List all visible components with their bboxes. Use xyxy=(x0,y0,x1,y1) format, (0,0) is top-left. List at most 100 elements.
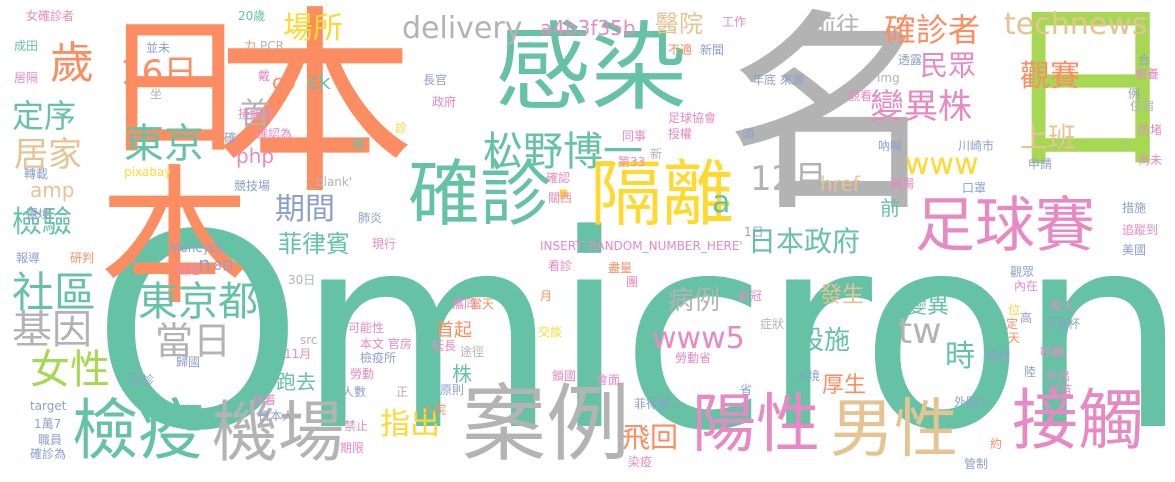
word-delivery: delivery xyxy=(402,11,523,46)
word-quezhenzhe: 確診者 xyxy=(884,11,981,49)
word-amp: amp xyxy=(30,178,75,202)
word-small: 新聞 xyxy=(700,43,725,57)
word-small: PCR xyxy=(260,39,284,53)
word-small: 正 xyxy=(396,385,409,399)
word-shouqi: 首起 xyxy=(436,320,472,341)
word-small: 人數 xyxy=(342,385,367,399)
word-dangri: 當日 xyxy=(155,319,232,363)
word-small: 30日 xyxy=(288,273,316,287)
word-ri: 日 xyxy=(1000,0,1175,194)
word-ming: 名 xyxy=(725,0,940,241)
word-small: 歸國 xyxy=(176,355,201,369)
word-small: 競技場 xyxy=(234,179,271,193)
word-small: 鎖國 xyxy=(552,369,577,383)
word-ben-big: 本 xyxy=(215,0,416,222)
word-small: 職場 xyxy=(890,177,915,191)
word-small: 症狀 xyxy=(760,317,785,331)
word-small: 勞動省 xyxy=(675,351,712,365)
word-small: _blank' xyxy=(310,175,353,189)
word-small: 途徑 xyxy=(460,345,485,359)
word-small: 管制 xyxy=(964,457,989,471)
word-changsuo: 場所 xyxy=(283,11,343,46)
word-www: www xyxy=(905,147,979,182)
word-dingxu: 定序 xyxy=(12,97,77,135)
word-sui: 歲 xyxy=(50,38,94,89)
word-dongjingdu: 東京都 xyxy=(138,279,258,325)
word-12yue: 12月 xyxy=(750,159,828,199)
word-small: MoneyDJ xyxy=(170,241,223,255)
word-small: 研判 xyxy=(70,251,95,265)
word-small: img xyxy=(877,71,900,85)
word-small: 8日 xyxy=(214,259,234,273)
word-small: 11月 xyxy=(284,347,312,361)
word-zhichu: 指出 xyxy=(380,407,440,442)
word-small: 政府 xyxy=(432,95,457,109)
word-small: 不適 xyxy=(668,43,693,57)
word-ribenzhengfu: 日本政府 xyxy=(748,225,861,258)
word-ganran: 感染 xyxy=(495,12,687,124)
word-jichang: 機場 xyxy=(212,394,344,471)
word-small: 約 xyxy=(990,437,1003,451)
word-a4b: a4b3f35b xyxy=(540,16,636,40)
word-small: 禁止 xyxy=(344,419,369,433)
word-qianwang: 前往 xyxy=(812,12,860,40)
word-small: 確認為 xyxy=(256,127,293,141)
word-small: 措施 xyxy=(1122,201,1147,215)
word-omicron: Omicron xyxy=(92,178,1175,482)
word-small: 1日 xyxy=(744,225,764,239)
word-housheng: 厚生 xyxy=(822,373,867,398)
word-a: a xyxy=(712,185,731,220)
word-small: 陰性 xyxy=(986,349,1011,363)
word-small: 授權 xyxy=(668,127,693,141)
word-small: 新冠 xyxy=(738,289,763,303)
word-small: 工作 xyxy=(722,15,747,29)
word-small: 第33 xyxy=(618,155,646,169)
word-small: 合 xyxy=(1138,53,1151,67)
word-riben: 日本 xyxy=(74,8,248,308)
word-small: 透露 xyxy=(898,53,923,67)
word-tw: tw xyxy=(898,311,942,352)
word-zuqiusai: 足球賽 xyxy=(915,191,1095,261)
word-small: 力 xyxy=(244,39,257,53)
word-small: 外出 xyxy=(1046,369,1071,383)
word-jiancha: 檢驗 xyxy=(12,205,72,240)
word-small: 位 xyxy=(1008,303,1021,317)
word-small: 接觸者 xyxy=(238,107,275,121)
word-bianyizhu: 變異株 xyxy=(870,87,972,127)
word-small: 1萬7 xyxy=(34,417,62,431)
word-href: href xyxy=(820,172,860,196)
word-small: 肺炎 xyxy=(358,211,383,225)
word-small: 新 xyxy=(650,147,663,161)
word-small: 染疫 xyxy=(628,455,653,469)
word-small: 攜同 xyxy=(452,297,477,311)
word-16ri: 16日 xyxy=(120,53,198,93)
word-small: 本文 官房 xyxy=(360,337,412,351)
word-small: 身着 xyxy=(252,393,277,407)
word-small: 診 xyxy=(395,121,408,135)
word-small: 會面 xyxy=(596,373,621,387)
word-small: 美國 xyxy=(1122,243,1147,257)
word-binglie: 病例 xyxy=(668,286,721,316)
word-small: 關西 xyxy=(548,191,573,205)
word-jianyi: 檢疫 xyxy=(72,392,204,469)
word-small: 成田 xyxy=(14,39,39,53)
word-small: 交談 xyxy=(538,325,563,339)
word-small: 勞動 xyxy=(350,367,375,381)
word-shi: 時 xyxy=(945,339,975,374)
word-anli: 案例 xyxy=(462,375,631,473)
word-small: 申請 xyxy=(1028,157,1053,171)
word-small: 疫苗 xyxy=(1048,383,1073,397)
word-small: 天 xyxy=(1008,331,1021,345)
word-bianyi: 變異 xyxy=(905,294,950,319)
word-small: 因是 xyxy=(176,263,201,277)
word-small: src xyxy=(300,333,318,347)
word-small: 省 xyxy=(740,383,753,397)
word-small: 觀眾 xyxy=(1010,265,1035,279)
word-www5: www5 xyxy=(652,321,745,356)
word-yiyuan: 醫院 xyxy=(655,10,703,38)
word-small: 並未 xyxy=(146,41,171,55)
word-nuxing: 女性 xyxy=(30,347,110,393)
word-small: 口罩 xyxy=(962,181,987,195)
word-geli: 隔離 xyxy=(590,152,735,236)
